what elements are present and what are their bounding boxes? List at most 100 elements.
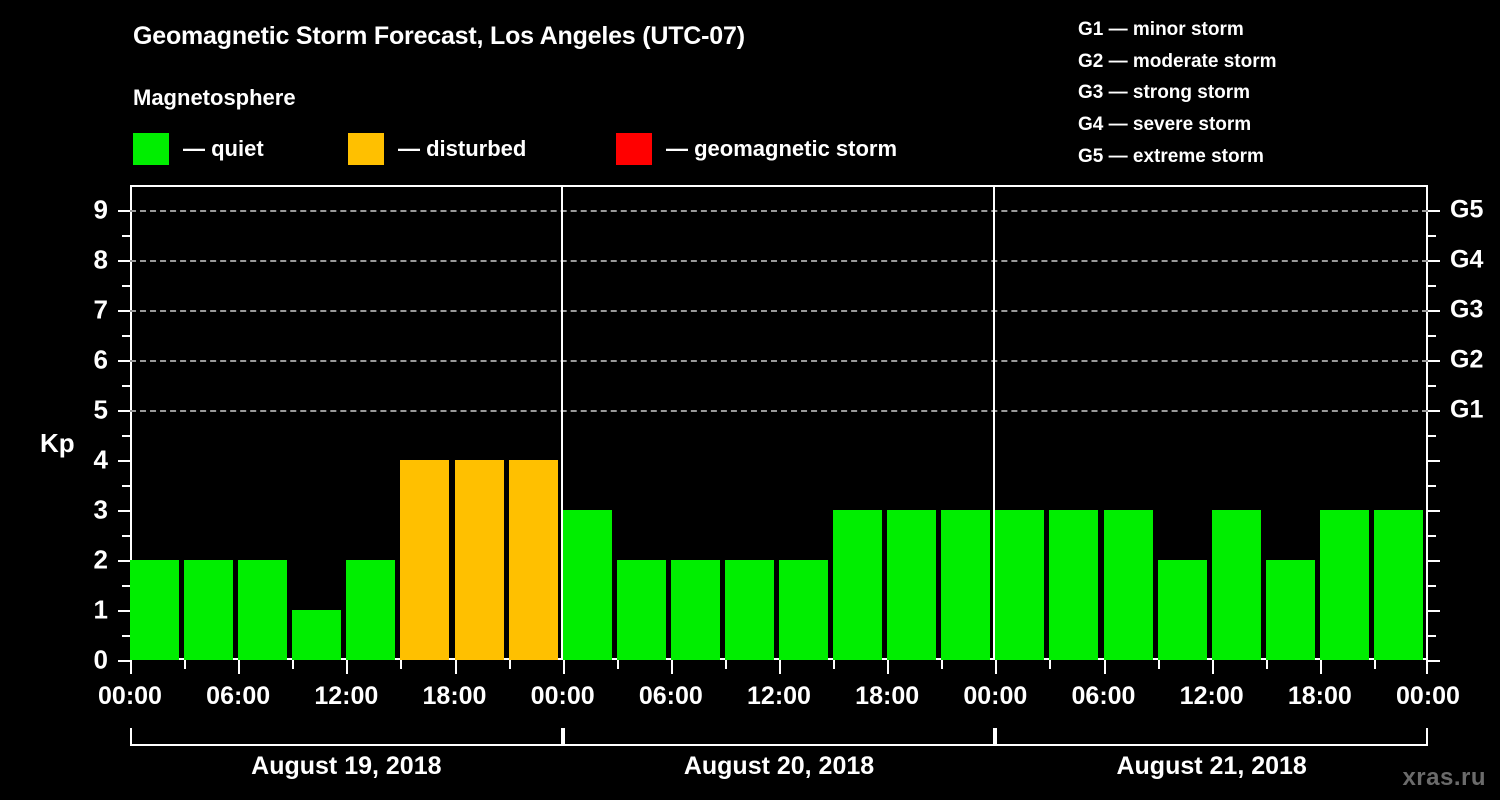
bar (1211, 510, 1261, 660)
y-right-tick-3 (1428, 510, 1440, 512)
legend-quiet[interactable]: — quiet (133, 133, 264, 165)
y-tick-minor (122, 585, 130, 587)
x-tick-label: 06:00 (206, 682, 271, 710)
chart-subtitle: Magnetosphere (133, 85, 296, 110)
x-tick-minor (941, 660, 944, 669)
y-tick-5 (118, 410, 130, 412)
x-tick-major (779, 660, 781, 674)
x-tick-minor (184, 660, 187, 669)
bar (779, 560, 829, 660)
g-label-G4: G4 (1450, 245, 1484, 274)
day-bracket-2 (562, 728, 996, 746)
legend-storm[interactable]: — geomagnetic storm (616, 133, 897, 165)
bar (292, 610, 342, 660)
y-tick-label-7: 7 (93, 294, 108, 325)
y-axis-title: Kp (40, 428, 75, 458)
watermark: xras.ru (1402, 764, 1486, 791)
g-scale-row-5: G5 — extreme storm (1078, 145, 1264, 167)
x-tick-major (995, 660, 998, 674)
g-scale-legend: G1 — minor storm G2 — moderate storm G3 — … (1078, 14, 1277, 173)
g-label-G2: G2 (1450, 345, 1484, 374)
y-tick-label-0: 0 (93, 644, 108, 675)
x-tick-major (130, 660, 132, 674)
y-tick-label-3: 3 (93, 494, 108, 525)
y-right-tick-minor (1428, 585, 1436, 587)
bar (400, 460, 450, 660)
x-tick-label: 18:00 (422, 682, 487, 710)
x-tick-label: 12:00 (1179, 682, 1244, 710)
x-tick-minor (616, 660, 619, 669)
gridline-kp-5 (130, 410, 1428, 412)
gridline-kp-9 (130, 210, 1428, 212)
x-tick-major (1103, 660, 1106, 674)
x-tick-major (1319, 660, 1322, 674)
gridline-kp-7 (130, 310, 1428, 312)
legend-disturbed[interactable]: — disturbed (348, 133, 526, 165)
y-tick-minor (122, 385, 130, 387)
y-tick-minor (122, 235, 130, 237)
g-scale-row-2: G2 — moderate storm (1078, 50, 1277, 72)
y-tick-label-9: 9 (93, 194, 108, 225)
x-tick-label: 12:00 (314, 682, 379, 710)
y-tick-minor (122, 285, 130, 287)
x-tick-major (1426, 660, 1428, 674)
gridline-kp-8 (130, 260, 1428, 262)
y-tick-minor (122, 635, 130, 637)
bar (670, 560, 720, 660)
y-tick-label-5: 5 (93, 394, 108, 425)
x-tick-minor (508, 660, 511, 669)
bar (1319, 510, 1369, 660)
x-tick-label: 00:00 (530, 682, 595, 710)
g-label-G3: G3 (1450, 295, 1484, 324)
y-tick-1 (118, 610, 130, 612)
y-right-tick-1 (1428, 610, 1440, 612)
bar (833, 510, 883, 660)
x-tick-label: 18:00 (1287, 682, 1352, 710)
legend-quiet-label: — quiet (183, 136, 264, 161)
bar (1103, 510, 1153, 660)
y-right-tick-2 (1428, 560, 1440, 562)
bar (130, 560, 180, 660)
y-tick-minor (122, 535, 130, 537)
bar (1373, 510, 1423, 660)
y-right-tick-5 (1428, 410, 1440, 412)
bar (1157, 560, 1207, 660)
bar (238, 560, 288, 660)
x-tick-label: 00:00 (98, 682, 162, 710)
bar (616, 560, 666, 660)
y-right-tick-8 (1428, 260, 1440, 262)
y-right-tick-9 (1428, 210, 1440, 212)
bar (562, 510, 612, 660)
x-tick-minor (1157, 660, 1160, 669)
x-tick-major (562, 660, 565, 674)
x-tick-minor (292, 660, 295, 669)
g-label-G1: G1 (1450, 395, 1484, 424)
y-tick-label-8: 8 (93, 244, 108, 275)
x-tick-minor (833, 660, 836, 669)
y-right-tick-minor (1428, 535, 1436, 537)
legend-quiet-swatch (133, 133, 169, 165)
plot-area: 0 1 2 3 4 5 6 7 8 9 G1 G2 G3 G4 G5 00:00 06:00 12:00 18:… (94, 185, 1483, 780)
day-label: August 20, 2018 (683, 752, 875, 780)
y-tick-label-6: 6 (93, 344, 108, 375)
y-tick-6 (118, 360, 130, 362)
y-right-tick-minor (1428, 435, 1436, 437)
legend-storm-swatch (616, 133, 652, 165)
bar (1265, 560, 1315, 660)
x-tick-major (887, 660, 890, 674)
y-tick-label-2: 2 (93, 544, 108, 575)
y-tick-minor (122, 485, 130, 487)
x-tick-major (346, 660, 349, 674)
x-tick-label: 18:00 (855, 682, 920, 710)
y-right-tick-4 (1428, 460, 1440, 462)
x-tick-minor (724, 660, 727, 669)
y-right-tick-6 (1428, 360, 1440, 362)
bar (724, 560, 774, 660)
y-tick-4 (118, 460, 130, 462)
legend-storm-label: — geomagnetic storm (666, 136, 898, 161)
y-right-tick-minor (1428, 335, 1436, 337)
y-tick-3 (118, 510, 130, 512)
y-right-tick-minor (1428, 485, 1436, 487)
day-bracket-3 (995, 728, 1428, 746)
